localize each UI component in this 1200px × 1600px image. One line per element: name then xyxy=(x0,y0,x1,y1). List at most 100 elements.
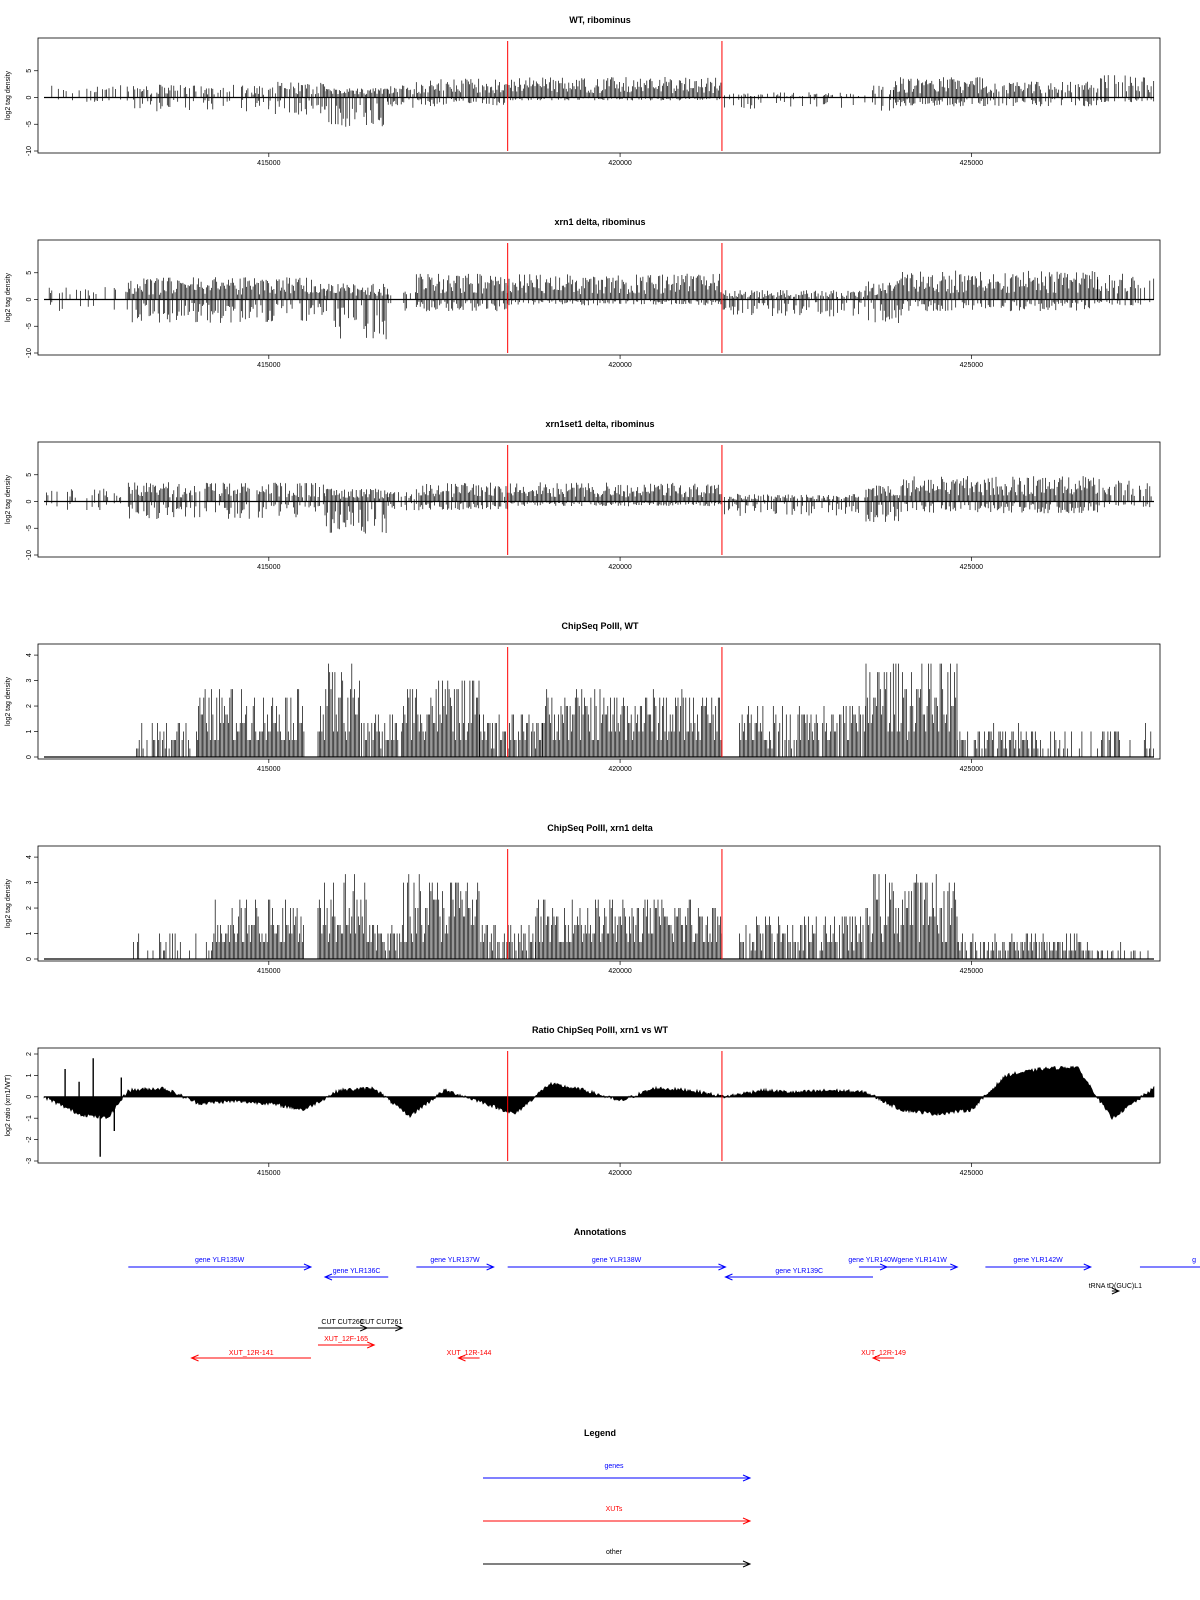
feature-other: CUT CUT261 xyxy=(360,1319,404,1332)
feature-xut: XUT_12R-149 xyxy=(861,1350,906,1362)
feature-label: XUT_12R-141 xyxy=(229,1350,274,1357)
feature-arrow-arrowhead xyxy=(366,1341,376,1349)
feature-gene: gene YLR140W xyxy=(848,1257,898,1271)
feature-gene: g xyxy=(1139,1257,1200,1268)
y-tick-label: -1 xyxy=(26,1115,33,1121)
feature-label: gene YLR141W xyxy=(898,1257,948,1264)
annotations-title: Annotations xyxy=(574,1227,627,1237)
x-tick-label: 420000 xyxy=(608,968,631,975)
y-tick-label: 2 xyxy=(26,1052,33,1056)
feature-gene: gene YLR138W xyxy=(507,1257,727,1271)
y-tick-label: 1 xyxy=(26,1073,33,1077)
feature-gene: gene YLR139C xyxy=(724,1268,873,1281)
y-tick-label: 5 xyxy=(26,271,33,275)
ratio-area xyxy=(43,1065,1155,1121)
feature-label: gene YLR137W xyxy=(430,1257,480,1264)
feature-xut: XUT_12F-165 xyxy=(317,1336,376,1349)
plot-frame xyxy=(37,643,1161,760)
y-tick-label: -2 xyxy=(26,1136,33,1142)
panel-title: xrn1 delta, ribominus xyxy=(554,217,645,227)
x-tick-label: 420000 xyxy=(608,160,631,167)
x-tick-label: 420000 xyxy=(608,766,631,773)
panel-chipseq_wt: ChipSeq PolII, WT 0 1 2 3 4 log2 tag density 41… xyxy=(5,621,1161,773)
y-tick-label: 0 xyxy=(26,1095,33,1099)
feature-label: XUT_12R-149 xyxy=(861,1350,906,1357)
y-tick-label: -5 xyxy=(26,323,33,329)
ratio-spikes xyxy=(64,1058,122,1157)
feature-xut: XUT_12R-141 xyxy=(190,1350,311,1362)
y-tick-label: -10 xyxy=(26,146,33,156)
plot-frame xyxy=(37,441,1161,558)
feature-label: tRNA tD(GUC)L1 xyxy=(1089,1283,1142,1290)
feature-label: gene YLR139C xyxy=(775,1268,823,1275)
y-tick-label: 0 xyxy=(26,297,33,301)
panel-xrn1set1_ribominus: xrn1set1 delta, ribominus -10 -5 0 5 log2 tag… xyxy=(5,419,1161,571)
signal-bars xyxy=(48,270,1155,340)
x-tick-label: 415000 xyxy=(257,160,280,167)
x-tick-label: 420000 xyxy=(608,564,631,571)
x-tick-label: 420000 xyxy=(608,362,631,369)
feature-gene: gene YLR142W xyxy=(985,1257,1093,1271)
feature-label: gene YLR135W xyxy=(195,1257,245,1264)
x-tick-label: 425000 xyxy=(960,1170,983,1177)
panel-title: xrn1set1 delta, ribominus xyxy=(545,419,654,429)
y-tick-label: 0 xyxy=(26,95,33,99)
y-tick-label: 1 xyxy=(26,931,33,935)
y-tick-label: 4 xyxy=(26,855,33,859)
y-tick-label: 5 xyxy=(26,473,33,477)
x-tick-label: 415000 xyxy=(257,362,280,369)
x-tick-label: 425000 xyxy=(960,564,983,571)
legend-item-gene: genes xyxy=(483,1463,752,1482)
signal-bars xyxy=(51,75,1155,127)
plot-frame xyxy=(37,37,1161,154)
feature-label: gene YLR140W xyxy=(848,1257,898,1264)
legend-title: Legend xyxy=(584,1428,616,1438)
x-tick-label: 415000 xyxy=(257,968,280,975)
feature-gene: gene YLR137W xyxy=(416,1257,495,1271)
feature-arrow-arrowhead xyxy=(303,1263,313,1271)
feature-label: XUT_12R-144 xyxy=(447,1350,492,1357)
y-axis-label: log2 ratio (xrn1/WT) xyxy=(5,1075,12,1137)
y-tick-label: 0 xyxy=(26,499,33,503)
panel-title: WT, ribominus xyxy=(569,15,631,25)
x-tick-label: 420000 xyxy=(608,1170,631,1177)
y-axis-label: log2 tag density xyxy=(5,272,12,322)
x-tick-label: 425000 xyxy=(960,968,983,975)
y-tick-label: 0 xyxy=(26,957,33,961)
y-tick-label: 3 xyxy=(26,881,33,885)
feature-label: g xyxy=(1192,1257,1196,1264)
panel-xrn1_ribominus: xrn1 delta, ribominus -10 -5 0 5 log2 tag den… xyxy=(5,217,1161,369)
legend-arrow-arrowhead xyxy=(742,1560,752,1568)
y-tick-label: 1 xyxy=(26,729,33,733)
panel-ratio_chipseq: Ratio ChipSeq PolII, xrn1 vs WT -3 -2 -1 0 1 2… xyxy=(5,1025,1161,1177)
signal-bars xyxy=(136,663,1154,757)
y-tick-label: 4 xyxy=(26,653,33,657)
feature-arrow-arrowhead xyxy=(323,1273,333,1281)
feature-arrow-arrowhead xyxy=(871,1354,881,1362)
feature-arrow-arrowhead xyxy=(718,1263,727,1271)
legend-item-xut: XUTs xyxy=(483,1506,752,1525)
y-tick-label: 2 xyxy=(26,704,33,708)
x-tick-label: 415000 xyxy=(257,1170,280,1177)
panel-title: ChipSeq PolII, WT xyxy=(562,621,639,631)
feature-arrow-arrowhead xyxy=(1111,1287,1121,1295)
y-tick-label: 5 xyxy=(26,69,33,73)
legend-item-label: XUTs xyxy=(606,1506,623,1513)
panel-title: ChipSeq PolII, xrn1 delta xyxy=(547,823,654,833)
panel-chipseq_xrn1: ChipSeq PolII, xrn1 delta 0 1 2 3 4 log2 tag d… xyxy=(5,823,1161,975)
feature-other: tRNA tD(GUC)L1 xyxy=(1089,1283,1142,1295)
legend-item-label: other xyxy=(606,1549,623,1556)
feature-xut: XUT_12R-144 xyxy=(447,1350,492,1362)
x-tick-label: 425000 xyxy=(960,160,983,167)
plot-frame xyxy=(37,239,1161,356)
y-tick-label: 3 xyxy=(26,679,33,683)
feature-gene: gene YLR141W xyxy=(887,1257,959,1271)
legend-item-label: genes xyxy=(604,1463,624,1470)
feature-label: CUT CUT261 xyxy=(360,1319,402,1326)
feature-arrow-arrowhead xyxy=(1083,1263,1093,1271)
plot-frame xyxy=(37,1047,1161,1164)
y-axis-label: log2 tag density xyxy=(5,474,12,524)
plot-frame xyxy=(37,845,1161,962)
legend-arrow-arrowhead xyxy=(742,1474,752,1482)
